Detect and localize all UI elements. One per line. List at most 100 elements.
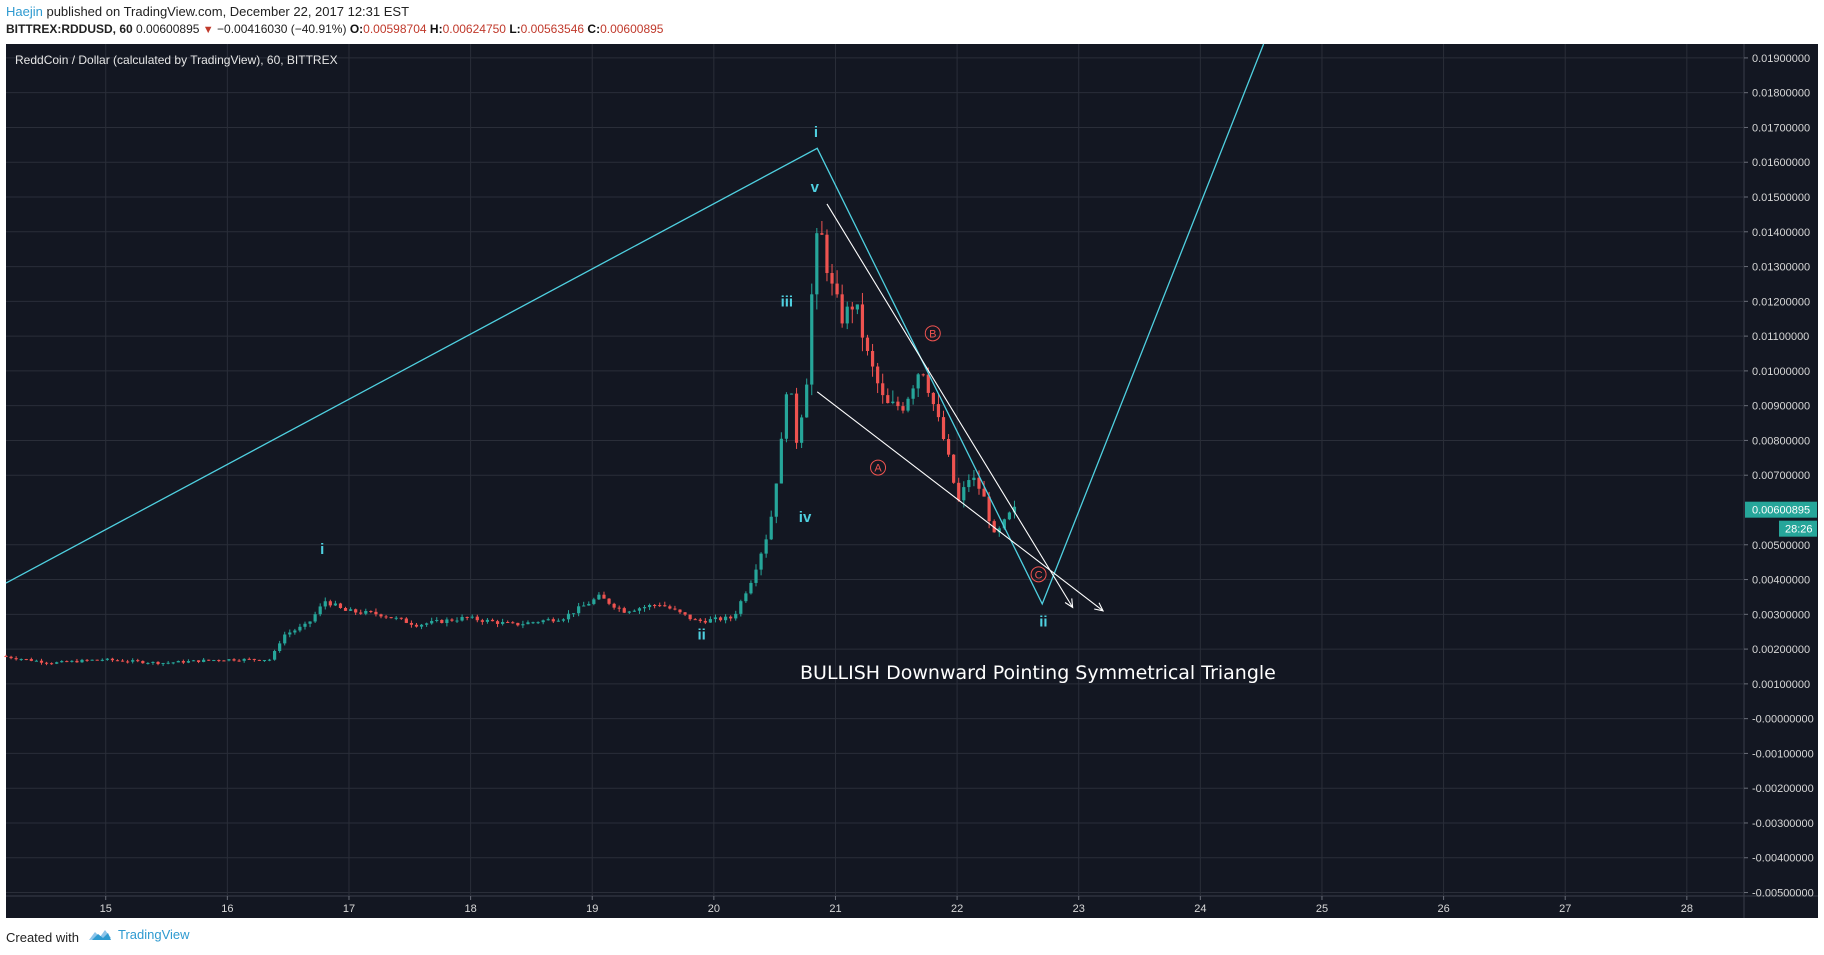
candle-body [663,605,667,607]
candle-body [364,610,368,614]
candle-body [303,623,307,627]
candle-body [602,594,606,599]
candle-body [896,401,900,407]
candle-body [24,659,28,661]
candle-body [774,483,778,517]
candle-body [257,659,261,661]
candle-body [120,660,125,662]
candle-body [9,656,13,659]
x-tick-label: 25 [1316,903,1328,915]
candle-body [759,553,763,570]
wave-label: v [811,179,820,196]
x-tick-labels: 15 16 17 18 19 20 21 22 23 24 25 26 27 28 [100,896,1693,915]
y-tick-label: -0.00400000 [1752,853,1814,865]
candle-body [252,658,256,660]
candle-body [161,663,165,665]
candle-body [825,234,829,274]
ohlc-line: BITTREX:RDDUSD, 60 0.00600895 ▼ −0.00416… [6,22,663,36]
candle-body [176,661,180,663]
candle-body [237,660,241,662]
candle-body [936,404,941,418]
y-tick-label: 0.00800000 [1752,435,1810,447]
tradingview-brand-label[interactable]: TradingView [118,927,190,942]
candle-body [860,304,865,338]
candle-body [749,582,753,594]
candle-body [693,619,697,621]
candle-body [734,613,738,619]
candle-body [55,662,59,664]
high-value: 0.00624750 [442,22,506,36]
chart-annotation: BULLISH Downward Pointing Symmetrical Tr… [800,662,1276,684]
wave-label: ii [1039,613,1047,630]
candle-body [44,662,49,664]
candle-body [658,605,662,607]
wave-label: ii [698,626,706,643]
candle-body [490,619,495,622]
low-value: 0.00563546 [520,22,585,36]
y-tick-label: 0.01800000 [1752,88,1810,100]
triangle-arrowhead [1094,602,1105,612]
candle-body [622,608,626,613]
candle-body [668,606,672,609]
elliott-wave-line [5,43,1265,606]
candle-body [870,350,875,367]
candle-body [678,609,682,613]
candle-body [399,617,403,619]
wave-circle-label: A [874,463,882,475]
x-tick-label: 16 [221,903,233,915]
grid-lines [6,44,1744,896]
x-tick-label: 24 [1194,903,1206,915]
candle-body [384,616,388,618]
candle-body [521,624,525,626]
wave-circle-label: C [1035,569,1043,581]
open-value: 0.00598704 [363,22,427,36]
y-tick-label: 0.00100000 [1752,679,1810,691]
y-tick-label: 0.01300000 [1752,262,1810,274]
candle-body [526,622,530,625]
symbol-label: BITTREX:RDDUSD, 60 [6,22,133,36]
y-tick-label: 0.01700000 [1752,122,1810,134]
candle-body [409,622,414,625]
wave-circle-marker [870,459,887,476]
candle-body [374,611,378,615]
y-tick-label: 0.00900000 [1752,401,1810,413]
candle-body [789,393,794,395]
wave-label: i [320,541,324,558]
candle-body [764,539,768,554]
candle-body [465,616,469,618]
candle-body [475,616,479,621]
candle-body [207,659,211,661]
tradingview-brand[interactable]: TradingView [88,927,190,942]
change-value: −0.00416030 (−40.91%) [217,22,347,36]
y-tick-label: 0.01500000 [1752,192,1810,204]
wave-label: i [814,124,818,141]
candle-body [577,606,581,614]
candle-body [470,616,474,618]
candle-body [511,622,515,624]
candle-body [729,616,733,619]
price-axis[interactable] [1744,44,1818,896]
time-axis[interactable] [6,896,1818,918]
candle-body [217,660,221,662]
candle-body [247,658,251,660]
candle-body [419,624,424,627]
candle-body [278,643,282,652]
candle-body [546,619,550,621]
candle-body [227,659,231,661]
triangle-trendline [816,391,1104,612]
candle-body [359,612,363,614]
candle-body [136,660,140,662]
candle-body [754,569,758,583]
author-link[interactable]: Haejin [6,4,43,19]
plot-area[interactable] [6,44,1744,896]
candle-body [85,659,89,661]
candle-body [1007,512,1011,520]
y-tick-label: 0.01000000 [1752,366,1810,378]
candle-body [810,294,814,385]
candle-body [369,610,373,612]
candle-body [952,454,956,483]
y-tick-label: -0.00100000 [1752,748,1814,760]
candle-body [485,619,490,622]
wave-circle-marker [924,325,941,342]
